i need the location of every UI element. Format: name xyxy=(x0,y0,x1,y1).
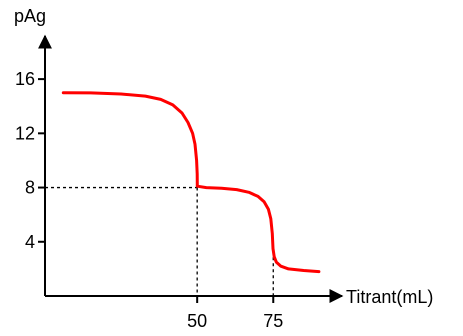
y-axis-label: pAg xyxy=(14,6,46,26)
y-tick-label: 4 xyxy=(25,232,35,252)
y-tick-label: 8 xyxy=(25,178,35,198)
y-tick-label: 16 xyxy=(15,69,35,89)
x-tick-label: 75 xyxy=(263,311,283,331)
titration-curve xyxy=(61,91,321,274)
y-tick-label: 12 xyxy=(15,123,35,143)
x-axis-label: Titrant(mL) xyxy=(346,287,433,307)
x-tick-label: 50 xyxy=(187,311,207,331)
